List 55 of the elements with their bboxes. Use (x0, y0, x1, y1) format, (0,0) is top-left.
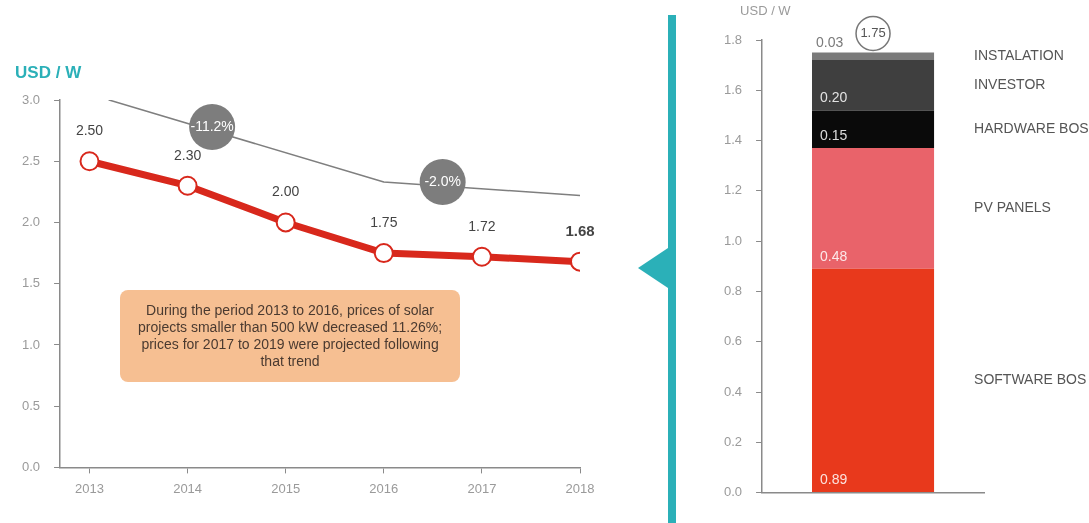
y-tick-label: 0.0 (21, 458, 41, 474)
data-label: 0.03 (816, 34, 844, 51)
data-label: 1.75 (370, 213, 398, 230)
bar (812, 110, 935, 149)
text: PV PANELS (974, 199, 1051, 216)
y-tick-label: 2.0 (21, 214, 41, 230)
data-label: 0.20 (820, 89, 848, 106)
y-tick-label: 0.5 (21, 397, 41, 413)
x-tick-label: 2016 (369, 480, 399, 496)
y-tick-label: 3.0 (21, 91, 41, 107)
y-tick-label: 0.4 (723, 383, 743, 399)
text: HARDWARE BOS (974, 120, 1089, 137)
annotation: -2.0% (424, 172, 461, 189)
y-tick-label: 0.0 (723, 484, 743, 500)
bar (812, 52, 935, 61)
y-tick-label: 1.8 (723, 31, 743, 47)
y-tick-label: 1.2 (723, 182, 743, 198)
point (373, 243, 394, 264)
annotation: -11.2% (190, 117, 234, 134)
text: SOFTWARE BOS (974, 371, 1087, 388)
data-label: 1.68 (565, 221, 595, 239)
total-label: 1.75 (860, 25, 886, 41)
y-tick-label: 1.0 (723, 232, 743, 248)
annotation: During the period 2013 to 2016, prices of solar projects smaller than 500 kW decreased 11.26%; prices for 2017 to 2019 were projected following that trend (120, 289, 461, 382)
y-tick-label: 0.6 (723, 333, 743, 349)
y-tick-label: 1.6 (723, 81, 743, 97)
bar (812, 268, 935, 493)
data-label: 2.30 (173, 146, 202, 163)
x-tick-label: 2015 (271, 480, 301, 496)
text: INSTALATION (974, 47, 1064, 64)
point (275, 212, 296, 233)
bar (812, 148, 935, 269)
y-axis-title: USD / W (740, 3, 792, 19)
y-axis-title: USD / W (15, 63, 83, 83)
data-label: 2.50 (75, 122, 104, 139)
x-tick-label: 2013 (75, 480, 104, 496)
point (177, 175, 198, 196)
point (471, 246, 492, 267)
y-tick-label: 2.5 (21, 152, 41, 168)
data-label: 0.48 (820, 247, 848, 264)
data-label: 1.72 (468, 217, 496, 234)
x-tick-label: 2017 (467, 480, 497, 496)
data-label: 0.89 (820, 470, 848, 487)
data-label: 0.15 (820, 126, 848, 143)
y-tick-label: 1.0 (21, 336, 41, 352)
x-tick-label: 2018 (565, 480, 595, 496)
y-tick-label: 1.5 (21, 275, 41, 291)
point (79, 151, 100, 172)
x-tick-label: 2014 (173, 480, 203, 496)
text: INVESTOR (974, 76, 1046, 93)
y-tick-label: 0.2 (723, 433, 743, 449)
bar (812, 60, 935, 111)
y-tick-label: 1.4 (723, 132, 743, 148)
data-label: 2.00 (272, 183, 300, 200)
y-tick-label: 0.8 (723, 283, 743, 299)
